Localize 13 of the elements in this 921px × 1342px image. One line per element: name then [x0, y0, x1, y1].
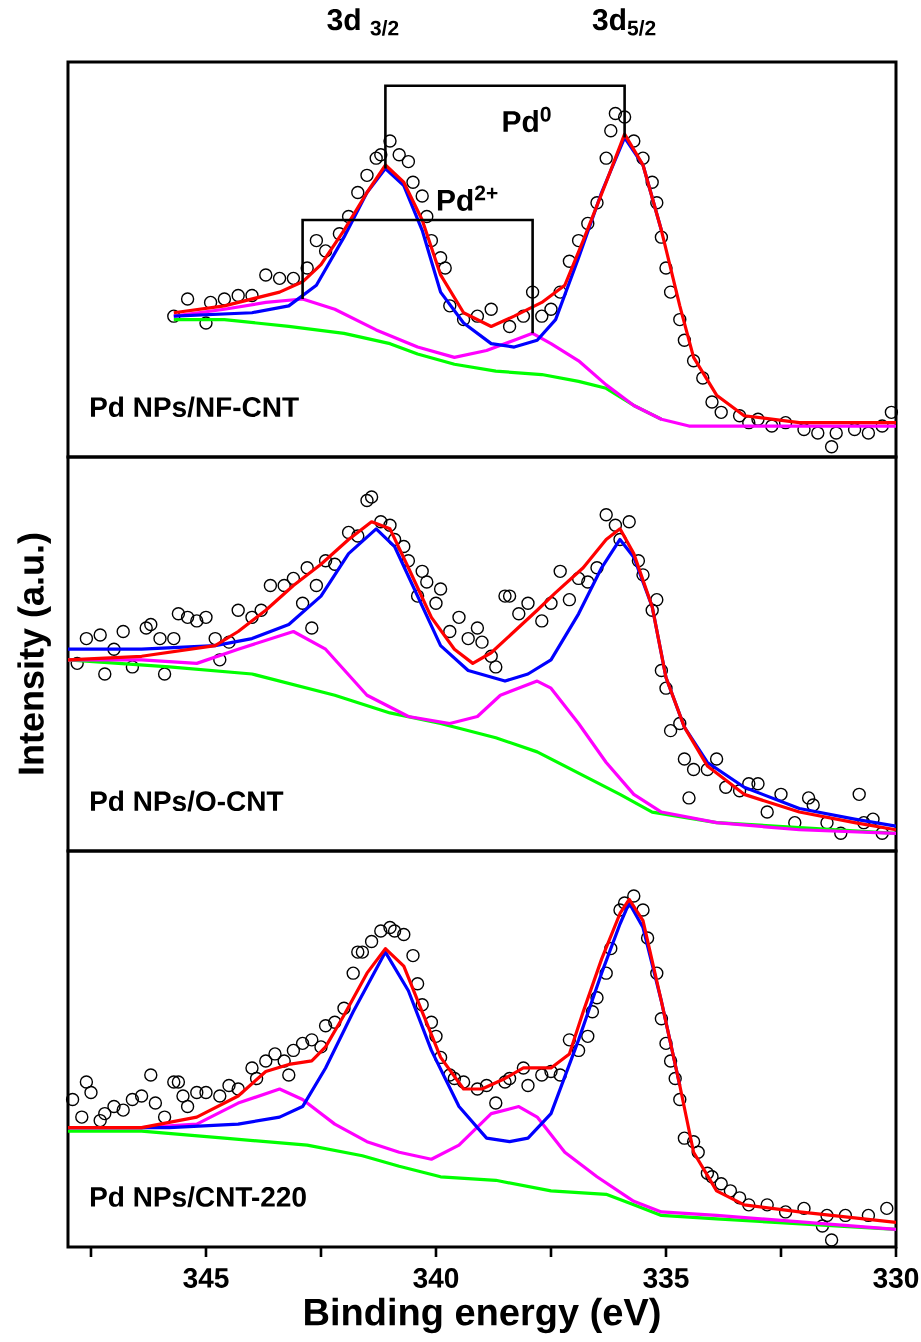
x-tick-label: 340: [413, 1268, 459, 1288]
text: 3d$_{5/2}$: [592, 8, 656, 36]
text: Pd NPs/NF-CNT: [91, 396, 299, 418]
x-tick-label: 335: [643, 1268, 689, 1288]
text: Pd NPs/O-CNT: [91, 790, 284, 812]
x-tick-label: 330: [873, 1268, 919, 1288]
text: 3d $_{3/2}$: [327, 8, 399, 36]
x-tick-label: 345: [183, 1268, 229, 1288]
annotation: Pd$^{0}$: [503, 106, 551, 133]
annotation: Pd$^{2+}$: [437, 185, 498, 211]
text: Pd NPs/CNT-220: [91, 1186, 306, 1208]
y-axis-title: Intensity (a.u.): [17, 533, 51, 774]
x-axis-title: Binding energy (eV): [305, 1297, 660, 1334]
